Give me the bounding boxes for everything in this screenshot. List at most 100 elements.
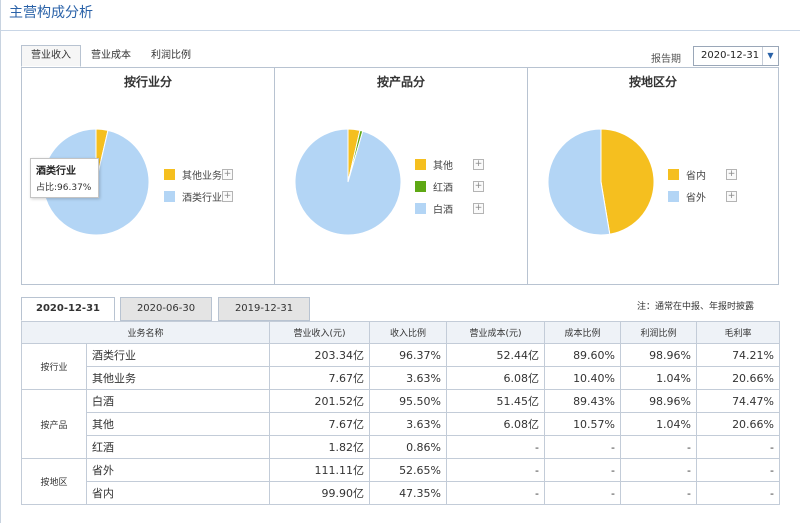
cell-profit-ratio: 1.04% [620,412,698,436]
row-name: 省外 [85,458,271,482]
legend-label: 省内 [686,170,706,182]
tab-revenue[interactable]: 营业收入 [21,45,81,67]
plus-icon[interactable]: + [473,158,484,170]
cell-profit-ratio: 1.04% [620,366,698,390]
charts-area: 按行业分 其他业务 + 酒类行业 + 按产品分 [21,67,779,285]
product-chart-panel: 按产品分 其他 + 红酒 + 白酒 + [274,68,527,284]
industry-pie[interactable] [42,128,150,236]
cell-revenue-ratio: 47.35% [369,481,448,505]
legend-item-out-province[interactable]: 省外 + [668,186,737,206]
tab-profit-ratio[interactable]: 利润比例 [151,50,191,61]
cell-revenue-ratio: 0.86% [369,435,448,459]
tab-date-2019-12-31[interactable]: 2019-12-31 [218,297,310,321]
header-business-name: 业务名称 [20,321,271,344]
cell-cost-ratio: - [544,435,622,459]
table-row: 其他 7.67亿 3.63% 6.08亿 10.57% 1.04% 20.66% [22,412,781,436]
product-legend: 其他 + 红酒 + 白酒 + [415,154,484,220]
table-row: 按地区 省外 111.11亿 52.65% - - - - [21,458,781,505]
cell-revenue-ratio: 3.63% [369,412,448,436]
period-value: 2020-12-31 [701,50,760,61]
tab-date-2020-12-31[interactable]: 2020-12-31 [21,297,115,321]
legend-item-baijiu[interactable]: 白酒 + [415,198,484,218]
cell-cost: 6.08亿 [446,366,546,390]
tooltip-value: 占比:96.37% [36,183,92,193]
page-title: 主营构成分析 [9,5,93,21]
legend-item-liquor-industry[interactable]: 酒类行业 + [164,186,233,206]
cell-revenue-ratio: 96.37% [369,343,448,367]
cell-revenue-ratio: 3.63% [369,366,448,390]
row-name: 其他 [85,412,271,436]
pie-slice[interactable] [600,128,655,235]
cell-revenue: 201.52亿 [269,389,371,413]
pie-slice[interactable] [294,128,402,236]
header-profit-ratio: 利润比例 [620,321,698,344]
table-row: 其他业务 7.67亿 3.63% 6.08亿 10.40% 1.04% 20.6… [22,366,781,390]
category-cell: 按地区 [21,458,87,505]
table-row: 红酒 1.82亿 0.86% - - - - [22,435,781,459]
metric-tabs: 营业收入 营业成本 利润比例 [21,45,201,67]
period-select[interactable]: 2020-12-31 ▼ [693,46,779,66]
legend-item-red-wine[interactable]: 红酒 + [415,176,484,196]
plus-icon[interactable]: + [473,202,484,214]
row-name: 红酒 [85,435,271,459]
region-pie[interactable] [547,128,655,236]
chart-tooltip: 酒类行业 占比:96.37% [30,158,99,198]
category-cell: 按产品 [21,389,87,459]
cell-profit-ratio: 98.96% [620,343,698,367]
cell-cost-ratio: - [544,458,622,482]
table-row: 省内 99.90亿 47.35% - - - - [22,481,781,505]
header-gross-margin: 毛利率 [696,321,781,344]
period-label: 报告期 [651,54,681,65]
cell-gross-margin: - [696,435,781,459]
legend-swatch [668,168,679,180]
plus-icon[interactable]: + [222,190,233,202]
cell-revenue: 111.11亿 [269,458,371,482]
title-divider [1,30,800,31]
pie-slice[interactable] [42,128,150,236]
header-cost: 营业成本(元) [446,321,546,344]
cell-gross-margin: 74.21% [696,343,781,367]
plus-icon[interactable]: + [473,180,484,192]
plus-icon[interactable]: + [726,190,737,202]
legend-label: 省外 [686,192,706,204]
legend-item-other[interactable]: 其他 + [415,154,484,174]
pie-slice[interactable] [547,128,611,236]
cell-cost-ratio: 89.60% [544,343,622,367]
cell-profit-ratio: - [620,435,698,459]
cell-cost-ratio: 89.43% [544,389,622,413]
cell-gross-margin: 20.66% [696,412,781,436]
industry-chart-panel: 按行业分 其他业务 + 酒类行业 + [22,68,274,284]
cell-cost: - [446,458,546,482]
cell-profit-ratio: - [620,458,698,482]
row-name: 其他业务 [85,366,271,390]
tab-cost[interactable]: 营业成本 [91,50,131,61]
cell-revenue: 7.67亿 [269,412,371,436]
chevron-down-icon[interactable]: ▼ [762,47,778,65]
row-name: 酒类行业 [85,343,271,367]
region-chart-panel: 按地区分 省内 + 省外 + [527,68,778,284]
cell-cost-ratio: 10.40% [544,366,622,390]
cell-cost: 52.44亿 [446,343,546,367]
product-pie[interactable] [294,128,402,236]
cell-cost: - [446,435,546,459]
cell-gross-margin: 20.66% [696,366,781,390]
header-revenue: 营业收入(元) [269,321,371,344]
plus-icon[interactable]: + [726,168,737,180]
cell-gross-margin: 74.47% [696,389,781,413]
cell-gross-margin: - [696,458,781,482]
row-name: 白酒 [85,389,271,413]
legend-swatch [668,190,679,202]
composition-table: 业务名称 营业收入(元) 收入比例 营业成本(元) 成本比例 利润比例 毛利率 … [20,321,781,505]
plus-icon[interactable]: + [222,168,233,180]
disclosure-note: 注：通常在中报、年报时披露 [637,302,755,312]
legend-swatch [415,202,426,214]
cell-revenue: 203.34亿 [269,343,371,367]
legend-label: 白酒 [433,204,453,216]
tab-date-2020-06-30[interactable]: 2020-06-30 [120,297,212,321]
legend-item-other-business[interactable]: 其他业务 + [164,164,233,184]
legend-item-in-province[interactable]: 省内 + [668,164,737,184]
cell-gross-margin: - [696,481,781,505]
cell-profit-ratio: - [620,481,698,505]
tooltip-title: 酒类行业 [36,166,76,177]
